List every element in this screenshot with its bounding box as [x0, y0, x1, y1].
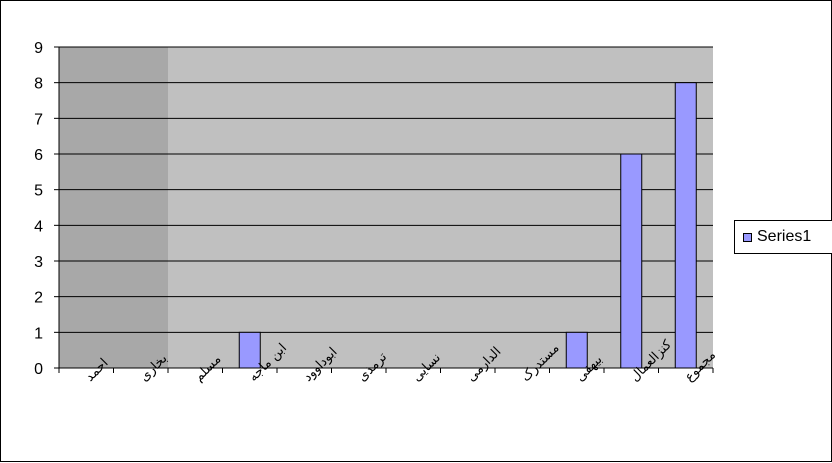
y-tick-label: 0 — [34, 361, 43, 378]
y-tick-label: 1 — [34, 325, 43, 342]
y-tick-label: 7 — [34, 111, 43, 128]
y-tick-label: 8 — [34, 76, 43, 93]
y-tick-label: 9 — [34, 40, 43, 57]
plot-band — [59, 47, 168, 368]
y-tick-label: 6 — [34, 147, 43, 164]
legend-swatch — [743, 232, 752, 242]
bar — [674, 82, 697, 369]
y-tick-label: 3 — [34, 254, 43, 271]
y-tick-label: 5 — [34, 183, 43, 200]
y-tick-label: 2 — [34, 290, 43, 307]
legend-label: Series1 — [757, 228, 812, 245]
bar — [620, 153, 643, 369]
bar — [238, 331, 261, 369]
legend: Series1 — [734, 220, 832, 254]
y-tick-label: 4 — [34, 218, 43, 235]
bar — [565, 331, 588, 369]
